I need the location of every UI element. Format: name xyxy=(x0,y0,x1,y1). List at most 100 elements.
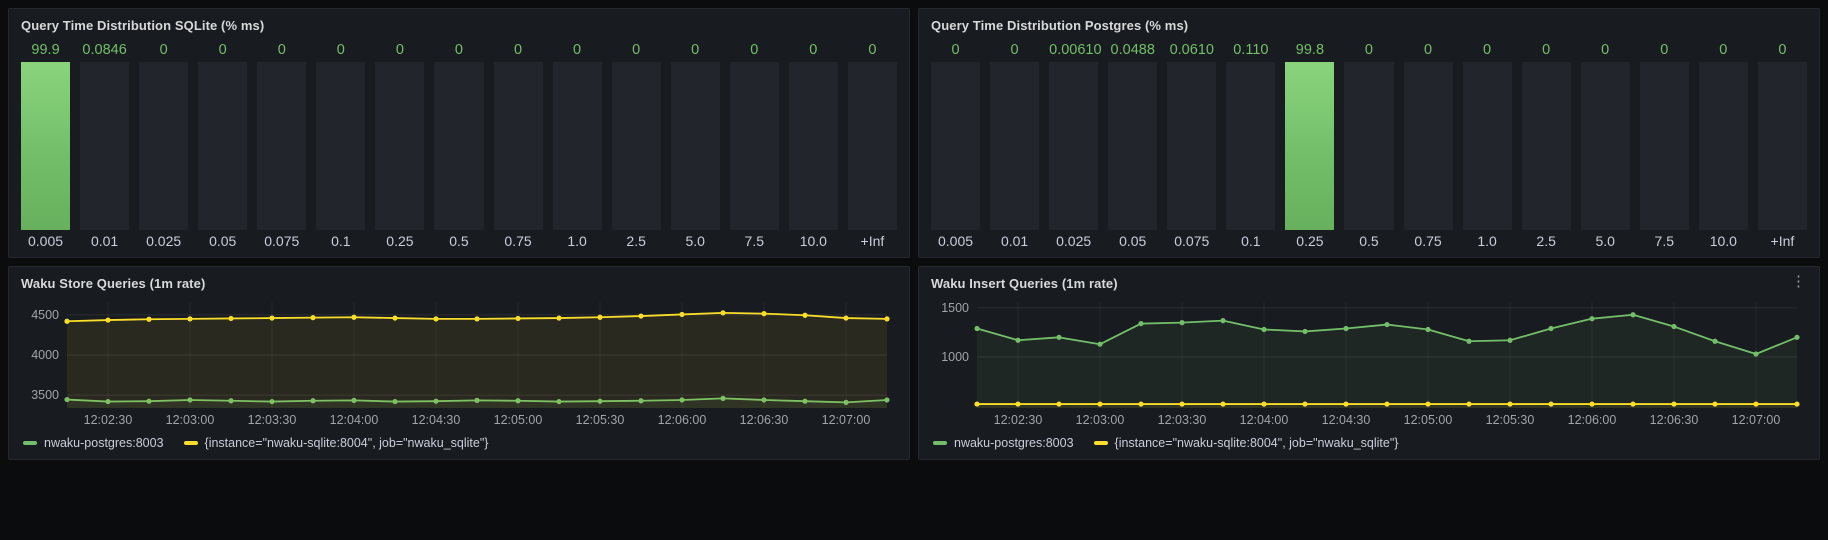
panel-header[interactable]: Waku Insert Queries (1m rate) ⋮ xyxy=(931,272,1807,294)
panel-waku-store-queries: Waku Store Queries (1m rate) 3500 4000 450… xyxy=(8,266,910,460)
bucket-value-label: 0 xyxy=(1719,42,1728,58)
legend-swatch-green-icon xyxy=(23,441,37,445)
panel-header[interactable]: Query Time Distribution SQLite (% ms) xyxy=(21,14,897,36)
histogram-bar-track xyxy=(990,62,1040,230)
histogram-bar-track xyxy=(198,62,248,230)
bucket-value-label: 0 xyxy=(513,42,523,58)
legend: nwaku-postgres:8003 {instance="nwaku-sqli… xyxy=(21,434,897,452)
histogram-bar-track xyxy=(670,62,720,230)
bucket-axis-label: 2.5 xyxy=(1536,233,1556,249)
histogram-bar-track xyxy=(931,62,981,230)
svg-text:12:04:30: 12:04:30 xyxy=(1322,413,1371,427)
bucket-value-label: 0 xyxy=(1542,42,1551,58)
insert-queries-plot[interactable]: 1000 1500 12:02:30 12:03:00 12:03:30 12:04:00… xyxy=(931,294,1807,430)
bucket-axis-label: 0.01 xyxy=(1000,233,1029,249)
histogram-bar-track xyxy=(1344,62,1394,230)
legend-item[interactable]: {instance="nwaku-sqlite:8004", job="nwak… xyxy=(1093,436,1398,450)
legend-item[interactable]: {instance="nwaku-sqlite:8004", job="nwak… xyxy=(183,436,489,450)
histogram-bucket: 0 +Inf xyxy=(847,40,897,250)
svg-text:12:02:30: 12:02:30 xyxy=(84,413,133,427)
svg-text:12:05:00: 12:05:00 xyxy=(1404,413,1453,427)
bucket-value-label: 0 xyxy=(1423,42,1433,58)
bucket-value-label: 0 xyxy=(454,42,463,58)
panel-title[interactable]: Waku Store Queries (1m rate) xyxy=(21,275,206,291)
panel-query-time-postgres: Query Time Distribution Postgres (% ms) … xyxy=(918,8,1820,258)
bucket-axis-label: 10.0 xyxy=(799,233,827,249)
histogram-bar-track xyxy=(1403,62,1453,230)
histogram-bucket: 0 2.5 xyxy=(1521,40,1571,250)
panel-title[interactable]: Waku Insert Queries (1m rate) xyxy=(931,275,1118,291)
svg-text:12:05:00: 12:05:00 xyxy=(494,413,543,427)
histogram-bar-track xyxy=(139,62,189,230)
histogram-bucket: 99.9 0.005 xyxy=(21,40,71,250)
bucket-value-label: 0 xyxy=(1364,42,1373,58)
store-queries-plot[interactable]: 3500 4000 4500 12:02:30 12:03:00 12:03:30 12:0… xyxy=(21,294,897,430)
histogram-bar-track xyxy=(1285,62,1335,230)
svg-text:12:04:30: 12:04:30 xyxy=(412,413,461,427)
bucket-value-label: 0 xyxy=(159,42,168,58)
bucket-value-label: 0.110 xyxy=(1233,42,1269,58)
bucket-value-label: 0 xyxy=(1483,42,1492,58)
postgres-histogram: 0 0.005 0 0.01 0.00610 0.025 0.0488 0.05 0.0610 0… xyxy=(931,36,1807,250)
svg-text:12:03:00: 12:03:00 xyxy=(166,413,215,427)
dashboard-row-top: Query Time Distribution SQLite (% ms) 99… xyxy=(8,8,1820,258)
svg-text:12:04:00: 12:04:00 xyxy=(330,413,379,427)
svg-text:12:06:00: 12:06:00 xyxy=(658,413,707,427)
svg-text:12:06:00: 12:06:00 xyxy=(1568,413,1617,427)
histogram-bar-track xyxy=(1167,62,1217,230)
legend-series-label: {instance="nwaku-sqlite:8004", job="nwak… xyxy=(204,436,489,450)
sqlite-histogram: 99.9 0.005 0.0846 0.01 0 0.025 0 0.05 0 0.075 0 0.1… xyxy=(21,36,897,250)
bucket-value-label: 0 xyxy=(750,42,759,58)
svg-text:12:07:00: 12:07:00 xyxy=(1732,413,1781,427)
legend-item[interactable]: nwaku-postgres:8003 xyxy=(23,436,164,450)
panel-header[interactable]: Waku Store Queries (1m rate) xyxy=(21,272,897,294)
histogram-bucket: 0 1.0 xyxy=(552,40,602,250)
bucket-axis-label: +Inf xyxy=(860,233,885,249)
bucket-axis-label: 0.025 xyxy=(146,233,182,249)
bucket-value-label: 0.0846 xyxy=(82,42,127,58)
bucket-axis-label: 7.5 xyxy=(1654,233,1675,249)
bucket-axis-label: 0.25 xyxy=(386,233,414,249)
bucket-axis-label: 1.0 xyxy=(1477,233,1497,249)
panel-title[interactable]: Query Time Distribution Postgres (% ms) xyxy=(931,17,1189,33)
panel-header[interactable]: Query Time Distribution Postgres (% ms) xyxy=(931,14,1807,36)
bucket-value-label: 0 xyxy=(632,42,641,58)
histogram-bucket: 0.0488 0.05 xyxy=(1108,40,1158,250)
grid-lines xyxy=(977,302,1797,408)
svg-text:12:06:30: 12:06:30 xyxy=(740,413,789,427)
bucket-value-label: 0.00610 xyxy=(1049,42,1102,58)
histogram-bar-track xyxy=(493,62,543,230)
bucket-value-label: 0 xyxy=(1778,42,1787,58)
bucket-axis-label: 0.75 xyxy=(1414,233,1442,249)
svg-text:12:05:30: 12:05:30 xyxy=(1486,413,1535,427)
bucket-axis-label: 0.05 xyxy=(1119,233,1147,249)
histogram-bucket: 0 0.75 xyxy=(493,40,543,250)
svg-text:4500: 4500 xyxy=(31,308,59,322)
histogram-bar-track xyxy=(1757,62,1807,230)
bucket-value-label: 0 xyxy=(336,42,345,58)
histogram-bar-track xyxy=(80,62,130,230)
bucket-value-label: 0.0488 xyxy=(1110,42,1155,58)
histogram-bar-track xyxy=(847,62,897,230)
histogram-bucket: 0.0610 0.075 xyxy=(1167,40,1217,250)
bucket-value-label: 0 xyxy=(1601,42,1610,58)
svg-text:1000: 1000 xyxy=(941,350,969,364)
svg-text:12:03:30: 12:03:30 xyxy=(1158,413,1207,427)
svg-text:12:07:00: 12:07:00 xyxy=(822,413,871,427)
panel-title[interactable]: Query Time Distribution SQLite (% ms) xyxy=(21,17,265,33)
legend-item[interactable]: nwaku-postgres:8003 xyxy=(933,436,1074,450)
legend: nwaku-postgres:8003 {instance="nwaku-sqli… xyxy=(931,434,1807,452)
histogram-bar-fill xyxy=(1285,62,1335,230)
bucket-value-label: 0 xyxy=(1010,42,1019,58)
histogram-bar-track xyxy=(434,62,484,230)
svg-text:12:06:30: 12:06:30 xyxy=(1650,413,1699,427)
panel-menu-icon[interactable]: ⋮ xyxy=(1791,273,1806,290)
bucket-value-label: 0 xyxy=(277,42,286,58)
histogram-bucket: 0 0.75 xyxy=(1403,40,1453,250)
bucket-value-label: 0 xyxy=(951,42,960,58)
histogram-bar-track xyxy=(1462,62,1512,230)
histogram-bucket: 99.8 0.25 xyxy=(1285,40,1335,250)
bucket-value-label: 0 xyxy=(691,42,700,58)
histogram-bar-track xyxy=(316,62,366,230)
